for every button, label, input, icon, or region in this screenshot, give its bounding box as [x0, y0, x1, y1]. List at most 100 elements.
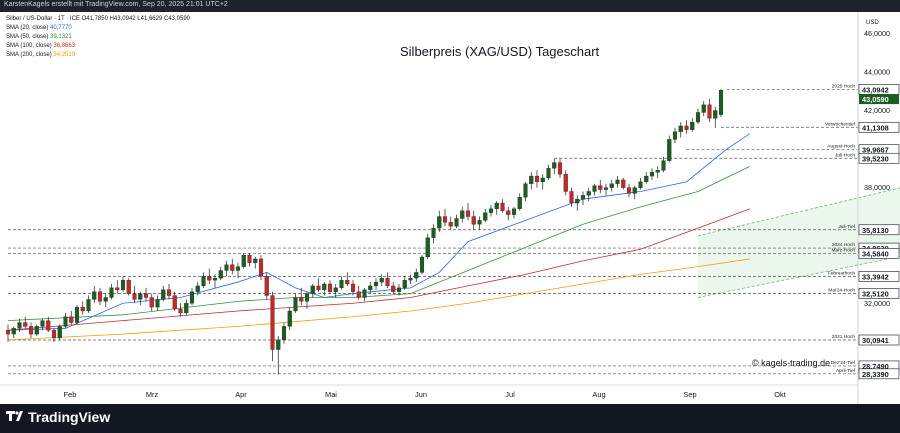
candle-body — [299, 297, 304, 302]
candle-body — [235, 266, 241, 271]
candle-body — [184, 303, 189, 314]
candle-body — [362, 289, 367, 298]
candle-body — [506, 210, 511, 215]
candle-body — [97, 291, 103, 302]
candle-body — [247, 254, 252, 263]
candle-body — [488, 208, 494, 213]
tradingview-brand[interactable]: TradingView — [28, 409, 111, 425]
candle-body — [345, 279, 350, 285]
candle-body — [678, 125, 683, 132]
level-name: Mai'24-Hoch — [828, 287, 855, 293]
moving-averages — [7, 133, 750, 341]
candle-body — [28, 326, 34, 335]
candle-body — [661, 160, 666, 171]
level-price-label: 39,9667 — [862, 146, 889, 155]
candle-body — [109, 287, 114, 298]
candle-body — [483, 212, 488, 221]
level-price-label: 32,5120 — [862, 289, 889, 298]
candle-body — [281, 326, 287, 341]
candle-body — [17, 322, 22, 329]
candle-body — [11, 328, 16, 335]
candle-body — [270, 295, 275, 350]
candle-body — [166, 289, 172, 296]
candle-body — [603, 187, 609, 190]
candle-body — [304, 293, 310, 302]
candle-body — [477, 220, 482, 225]
candle-body — [523, 183, 528, 198]
candle-body — [293, 297, 298, 312]
candle-body — [63, 316, 68, 327]
candle-body — [356, 291, 361, 298]
level-name: Vorwochentief — [825, 121, 856, 127]
candle-body — [546, 168, 551, 179]
candle-body — [241, 254, 246, 267]
axis-tick-label: 44,0000 — [864, 67, 890, 76]
candle-body — [74, 306, 80, 323]
legend-sma50: SMA (50, close) 39,1321 — [6, 34, 72, 40]
time-axis[interactable]: Feb Mrz Apr Mai Jun Jul Aug Sep Okt — [0, 384, 858, 399]
candle-body — [57, 326, 62, 339]
price-axis[interactable]: USD 46,0000 44,0000 42,0000 38,0000 32,0000 43… — [857, 12, 900, 404]
candle-body — [230, 264, 235, 271]
level-price-label: 41,1308 — [862, 123, 889, 132]
time-axis-label: Sep — [683, 390, 696, 399]
channel-fill — [698, 187, 900, 298]
candle-body — [149, 297, 154, 308]
level-price-label: 35,8130 — [862, 226, 889, 235]
level-name: 2024 Hoch — [832, 242, 856, 248]
candle-body — [92, 291, 97, 300]
candles — [5, 89, 724, 375]
candle-body — [695, 112, 701, 123]
candle-body — [644, 175, 649, 182]
candle-body — [327, 283, 333, 292]
chart-area[interactable]: 2025 Hoch Vorwochentief August-Hoch Juli-Ho… — [0, 12, 900, 404]
candle-body — [40, 320, 45, 327]
level-name: Juli-Hoch — [835, 152, 855, 158]
level-price-label: 30,0941 — [862, 336, 889, 345]
candle-body — [414, 272, 419, 279]
axis-tick-label: 46,0000 — [864, 29, 890, 38]
candle-body — [609, 183, 614, 188]
candle-body — [419, 256, 425, 273]
time-axis-label: Jun — [415, 390, 427, 399]
candle-body — [385, 278, 390, 287]
candle-body — [707, 104, 712, 119]
candle-body — [195, 285, 200, 292]
sma-line — [7, 208, 750, 331]
candle-body — [431, 227, 436, 238]
time-axis-label: Okt — [774, 390, 786, 399]
candle-body — [264, 276, 269, 296]
candle-body — [598, 185, 603, 190]
time-axis-label: Aug — [592, 390, 605, 399]
candle-body — [575, 199, 580, 204]
candle-body — [437, 216, 442, 229]
candle-body — [80, 306, 85, 312]
candle-body — [580, 195, 586, 200]
legend-sma20: SMA (20, close) 40,7770 — [6, 25, 72, 31]
candle-body — [23, 322, 28, 327]
candle-body — [155, 299, 160, 308]
candle-body — [615, 179, 620, 184]
candle-body — [684, 125, 689, 130]
candle-body — [465, 210, 471, 217]
candle-body — [621, 179, 626, 188]
candle-body — [649, 172, 655, 177]
candle-body — [339, 279, 344, 288]
tradingview-logo-icon[interactable] — [6, 409, 24, 423]
candle-body — [287, 310, 292, 327]
attribution-bar: KarstenKagels erstellt mit TradingView.c… — [0, 0, 900, 12]
candle-body — [517, 197, 522, 209]
candle-body — [718, 89, 724, 115]
current-price-label: 43,0590 — [862, 95, 889, 104]
candle-body — [552, 162, 557, 169]
candle-body — [448, 222, 453, 227]
legend-sma100-label: SMA (100, close) — [6, 43, 52, 49]
candle-body — [120, 279, 126, 290]
candle-body — [5, 330, 11, 335]
level-price-box — [858, 224, 900, 236]
candle-body — [672, 131, 678, 140]
candle-body — [69, 316, 74, 323]
channel-lower-line — [697, 255, 900, 298]
level-name: August-Hoch — [827, 144, 855, 150]
candle-body — [138, 293, 143, 300]
